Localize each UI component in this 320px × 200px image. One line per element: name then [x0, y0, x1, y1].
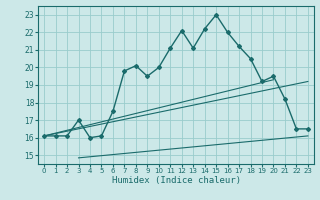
- X-axis label: Humidex (Indice chaleur): Humidex (Indice chaleur): [111, 176, 241, 185]
